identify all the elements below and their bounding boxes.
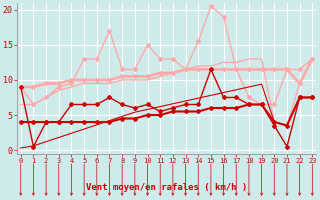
X-axis label: Vent moyen/en rafales ( km/h ): Vent moyen/en rafales ( km/h ) [86, 183, 247, 192]
